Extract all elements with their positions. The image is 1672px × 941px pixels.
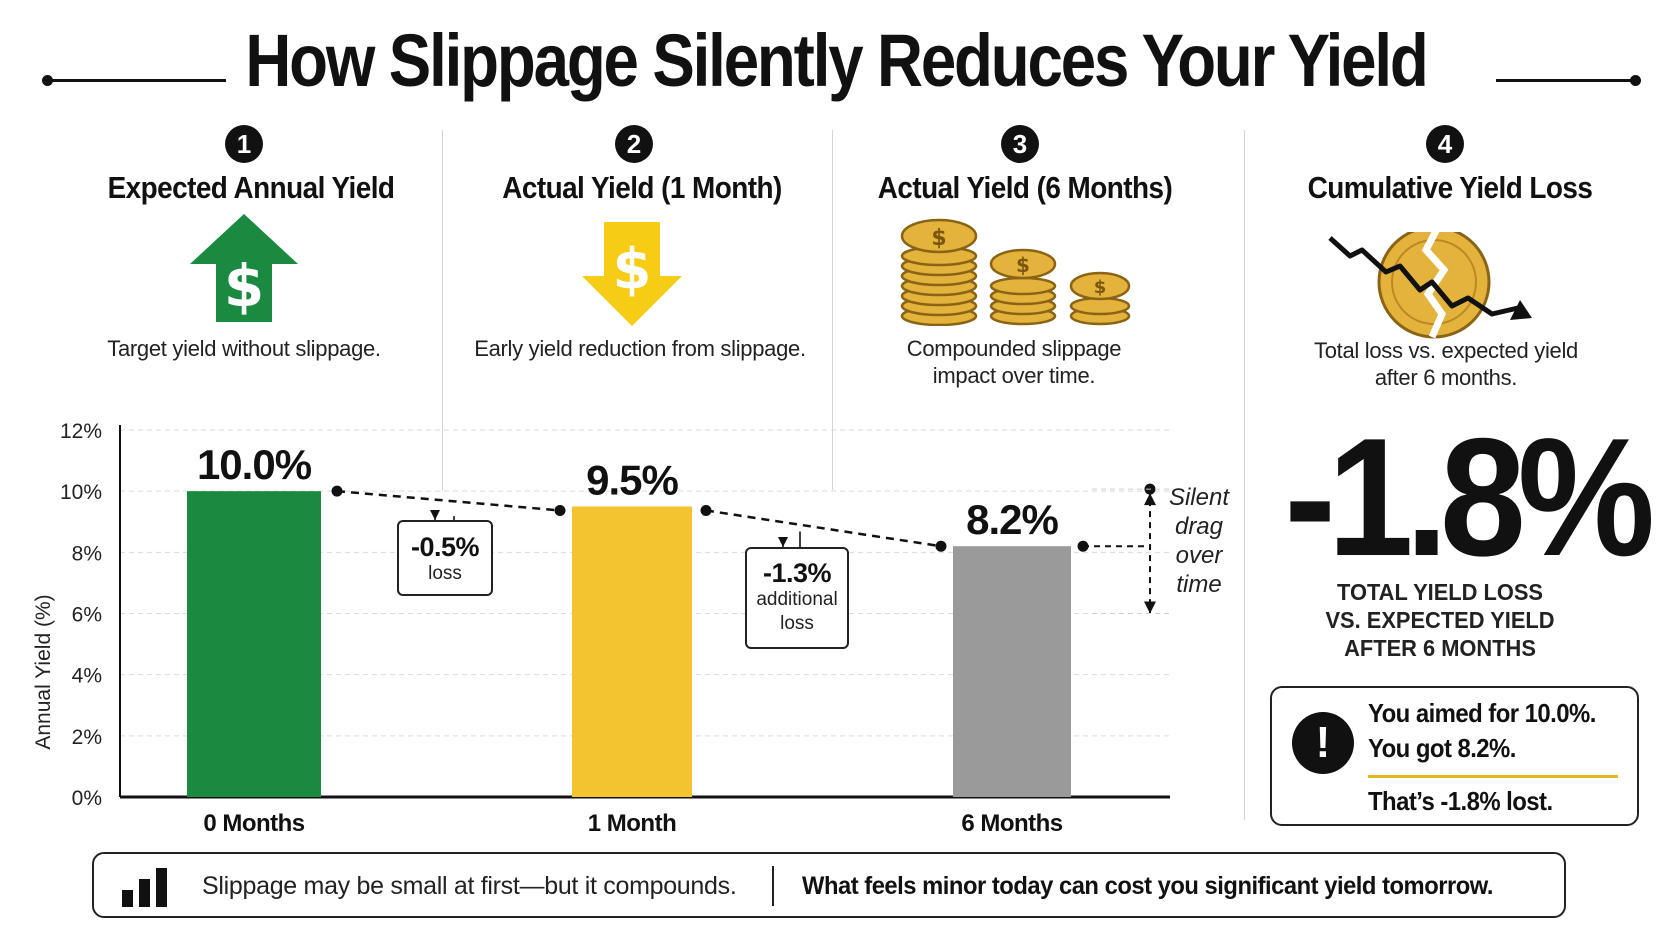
section-divider-3 (1244, 130, 1245, 820)
coin-stacks-icon: $ $ $ (900, 218, 1131, 326)
footer-left-text: Slippage may be small at first—but it co… (202, 872, 737, 900)
step-number-3: 3 (1001, 125, 1039, 163)
section-divider-2 (832, 130, 833, 490)
bar-chart-icon (122, 868, 167, 907)
loss-annotation-1: -0.5% loss (397, 520, 493, 596)
y-tick-label: 10% (60, 481, 102, 504)
category-label: 0 Months (203, 810, 304, 837)
y-tick-label: 12% (60, 420, 102, 443)
step-desc-1: Target yield without slippage. (107, 336, 381, 361)
trend-point (700, 504, 712, 516)
step-number-1: 1 (225, 125, 263, 163)
footer-divider (772, 866, 774, 906)
step-heading-1: Expected Annual Yield (107, 170, 395, 205)
y-axis-label: Annual Yield (%) (32, 594, 55, 750)
svg-text:$: $ (931, 226, 946, 251)
loss-annotation-2-label-a: additional (756, 589, 838, 610)
bar-2 (953, 546, 1071, 797)
loss-annotation-2-label-b: loss (780, 613, 814, 634)
y-tick-label: 2% (72, 726, 102, 749)
broken-coin-decline-icon (1328, 232, 1532, 339)
category-label: 1 Month (588, 810, 676, 837)
step-desc-4a: Total loss vs. expected yield (1314, 338, 1578, 363)
footer-banner: Slippage may be small at first—but it co… (92, 852, 1566, 918)
loss-annotation-2-value: -1.3% (762, 558, 832, 588)
svg-text:$: $ (1016, 253, 1030, 277)
loss-leader-2-arrowhead (778, 537, 788, 547)
loss-annotation-1-value: -0.5% (410, 532, 480, 562)
loss-annotation-1-label: loss (428, 563, 462, 584)
trend-line-segment (336, 489, 561, 512)
bar-1 (572, 506, 692, 797)
bar-value-label: 9.5% (586, 456, 678, 503)
drag-span-up-arrowhead (1144, 493, 1156, 506)
total-loss-value: -1.8% (1284, 403, 1655, 591)
result-callout: ! You aimed for 10.0%. You got 8.2%. Tha… (1270, 686, 1639, 826)
title-rule-right-dot (1630, 75, 1641, 86)
page-title: How Slippage Silently Reduces Your Yield (245, 19, 1428, 102)
silent-drag-label: Silent drag over time (1168, 484, 1230, 598)
drag-span-down-arrowhead (1144, 601, 1156, 614)
loss-leader-1-arrowhead (430, 510, 440, 520)
loss-annotation-2: -1.3% additional loss (745, 547, 849, 649)
svg-text:$: $ (224, 252, 264, 320)
category-label: 6 Months (961, 810, 1062, 837)
step-desc-3a: Compounded slippage (906, 336, 1122, 361)
y-tick-label: 6% (72, 604, 102, 627)
green-up-arrow-dollar-icon: $ (190, 214, 298, 322)
callout-got: You got 8.2%. (1368, 733, 1516, 763)
section-divider-1 (442, 130, 443, 490)
step-desc-2: Early yield reduction from slippage. (474, 336, 806, 361)
step-heading-2: Actual Yield (1 Month) (502, 170, 782, 205)
total-loss-caption: TOTAL YIELD LOSS VS. EXPECTED YIELD AFTE… (1325, 579, 1555, 661)
callout-aimed: You aimed for 10.0%. (1368, 698, 1596, 728)
callout-lost: That’s -1.8% lost. (1368, 786, 1553, 816)
callout-divider (1368, 775, 1618, 778)
step-number-2: 2 (615, 125, 653, 163)
step-desc-4b: after 6 months. (1374, 365, 1518, 390)
y-tick-label: 0% (72, 787, 102, 810)
bar-value-label: 10.0% (197, 441, 312, 488)
trend-line-segment (705, 509, 942, 548)
step-number-4: 4 (1426, 125, 1464, 163)
svg-text:$: $ (1094, 277, 1107, 298)
bar-value-label: 8.2% (966, 496, 1058, 543)
bar-0 (187, 491, 321, 797)
exclamation-icon: ! (1292, 712, 1354, 774)
footer-right-text: What feels minor today can cost you sign… (802, 872, 1494, 900)
trend-point (331, 485, 343, 497)
yellow-down-arrow-dollar-icon: $ (582, 222, 682, 326)
trend-point (554, 504, 566, 516)
step-heading-4: Cumulative Yield Loss (1307, 170, 1593, 205)
y-tick-label: 8% (72, 542, 102, 565)
trend-point (935, 540, 947, 552)
y-tick-label: 4% (72, 665, 102, 688)
step-heading-3: Actual Yield (6 Months) (877, 170, 1173, 205)
title-rule-right (1496, 79, 1636, 82)
step-desc-3b: impact over time. (932, 363, 1096, 388)
svg-text:$: $ (613, 237, 652, 302)
title-rule-left (46, 79, 226, 82)
